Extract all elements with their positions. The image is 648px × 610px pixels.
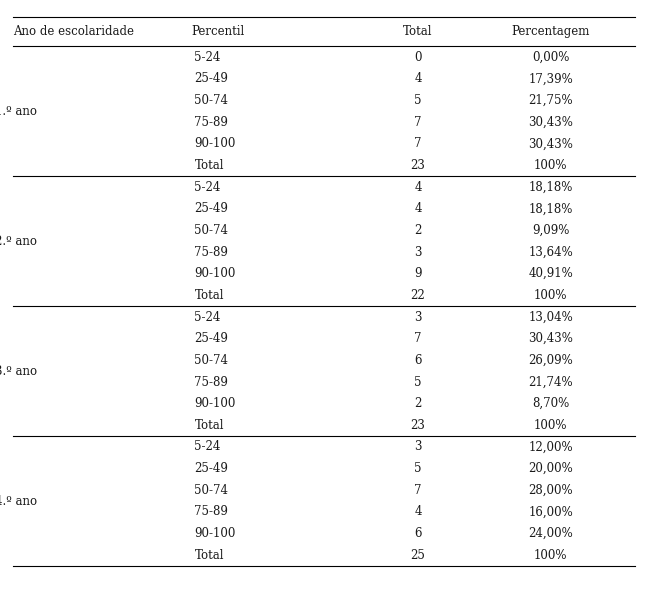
Text: 25: 25 <box>411 549 425 562</box>
Text: 5: 5 <box>414 376 422 389</box>
Text: 6: 6 <box>414 527 422 540</box>
Text: 0: 0 <box>414 51 422 63</box>
Text: 7: 7 <box>414 484 422 497</box>
Text: 8,70%: 8,70% <box>532 397 570 410</box>
Text: 5-24: 5-24 <box>194 310 221 323</box>
Text: 12,00%: 12,00% <box>529 440 573 453</box>
Text: 21,74%: 21,74% <box>529 376 573 389</box>
Text: 90-100: 90-100 <box>194 527 236 540</box>
Text: Total: Total <box>403 25 433 38</box>
Text: 5: 5 <box>414 462 422 475</box>
Text: 3: 3 <box>414 246 422 259</box>
Text: Total: Total <box>194 419 224 432</box>
Text: 90-100: 90-100 <box>194 137 236 150</box>
Text: 100%: 100% <box>534 419 568 432</box>
Text: 7: 7 <box>414 137 422 150</box>
Text: Percentagem: Percentagem <box>512 25 590 38</box>
Text: 9: 9 <box>414 267 422 280</box>
Text: 23: 23 <box>411 159 425 172</box>
Text: 7: 7 <box>414 332 422 345</box>
Text: 2.º ano: 2.º ano <box>0 235 37 248</box>
Text: 4: 4 <box>414 73 422 85</box>
Text: 1.º ano: 1.º ano <box>0 105 37 118</box>
Text: 5-24: 5-24 <box>194 51 221 63</box>
Text: 100%: 100% <box>534 289 568 302</box>
Text: 50-74: 50-74 <box>194 484 228 497</box>
Text: 5-24: 5-24 <box>194 181 221 193</box>
Text: 75-89: 75-89 <box>194 376 228 389</box>
Text: 22: 22 <box>411 289 425 302</box>
Text: Total: Total <box>194 549 224 562</box>
Text: 75-89: 75-89 <box>194 506 228 518</box>
Text: 3: 3 <box>414 440 422 453</box>
Text: 100%: 100% <box>534 549 568 562</box>
Text: 13,04%: 13,04% <box>528 310 573 323</box>
Text: 24,00%: 24,00% <box>528 527 573 540</box>
Text: 20,00%: 20,00% <box>528 462 573 475</box>
Text: 75-89: 75-89 <box>194 246 228 259</box>
Text: 90-100: 90-100 <box>194 267 236 280</box>
Text: 25-49: 25-49 <box>194 203 228 215</box>
Text: 16,00%: 16,00% <box>528 506 573 518</box>
Text: 75-89: 75-89 <box>194 116 228 129</box>
Text: 5-24: 5-24 <box>194 440 221 453</box>
Text: 18,18%: 18,18% <box>529 181 573 193</box>
Text: 13,64%: 13,64% <box>528 246 573 259</box>
Text: 4: 4 <box>414 506 422 518</box>
Text: 21,75%: 21,75% <box>529 94 573 107</box>
Text: 50-74: 50-74 <box>194 94 228 107</box>
Text: 4: 4 <box>414 181 422 193</box>
Text: 2: 2 <box>414 224 422 237</box>
Text: 18,18%: 18,18% <box>529 203 573 215</box>
Text: 3: 3 <box>414 310 422 323</box>
Text: 30,43%: 30,43% <box>528 332 573 345</box>
Text: 2: 2 <box>414 397 422 410</box>
Text: 23: 23 <box>411 419 425 432</box>
Text: 30,43%: 30,43% <box>528 116 573 129</box>
Text: 26,09%: 26,09% <box>528 354 573 367</box>
Text: 5: 5 <box>414 94 422 107</box>
Text: 25-49: 25-49 <box>194 73 228 85</box>
Text: 40,91%: 40,91% <box>528 267 573 280</box>
Text: 50-74: 50-74 <box>194 224 228 237</box>
Text: Percentil: Percentil <box>191 25 244 38</box>
Text: 100%: 100% <box>534 159 568 172</box>
Text: 7: 7 <box>414 116 422 129</box>
Text: 9,09%: 9,09% <box>532 224 570 237</box>
Text: 25-49: 25-49 <box>194 332 228 345</box>
Text: 25-49: 25-49 <box>194 462 228 475</box>
Text: 50-74: 50-74 <box>194 354 228 367</box>
Text: Total: Total <box>194 159 224 172</box>
Text: 4.º ano: 4.º ano <box>0 495 38 508</box>
Text: Total: Total <box>194 289 224 302</box>
Text: 6: 6 <box>414 354 422 367</box>
Text: 0,00%: 0,00% <box>532 51 570 63</box>
Text: 17,39%: 17,39% <box>528 73 573 85</box>
Text: 30,43%: 30,43% <box>528 137 573 150</box>
Text: 28,00%: 28,00% <box>529 484 573 497</box>
Text: Ano de escolaridade: Ano de escolaridade <box>13 25 134 38</box>
Text: 4: 4 <box>414 203 422 215</box>
Text: 3.º ano: 3.º ano <box>0 365 38 378</box>
Text: 90-100: 90-100 <box>194 397 236 410</box>
